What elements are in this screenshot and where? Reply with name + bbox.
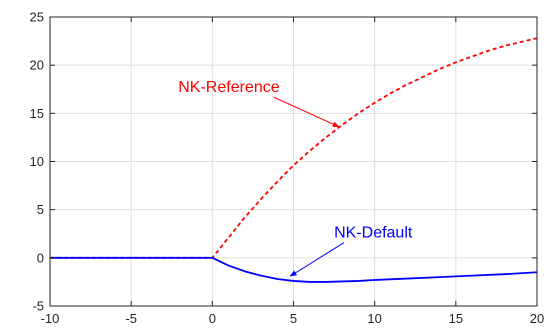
annotation-arrow (289, 242, 345, 277)
x-tick-label: 10 (367, 311, 381, 326)
x-tick-label: -10 (41, 311, 60, 326)
y-tick-label: 0 (37, 250, 44, 265)
y-tick-label: -5 (32, 299, 44, 314)
y-tick-label: 10 (30, 154, 44, 169)
annotations: NK-Reference NK-Default (178, 79, 413, 277)
y-tick-label: 5 (37, 202, 44, 217)
y-tick-label: 25 (30, 10, 44, 25)
x-tick-label: -5 (125, 311, 137, 326)
series-group (50, 37, 538, 283)
x-tick-label: 15 (449, 311, 463, 326)
y-tick-label: 15 (30, 106, 44, 121)
annotation-arrow (273, 96, 340, 128)
y-tick-label: 20 (30, 58, 44, 73)
series-line-nk-default (50, 256, 538, 283)
annotation-label: NK-Default (334, 225, 413, 242)
series-line-nk-reference (50, 37, 538, 259)
x-tick-label: 20 (530, 311, 544, 326)
x-tick-label: 0 (209, 311, 216, 326)
annotation-label: NK-Reference (178, 79, 279, 96)
x-tick-label: 5 (290, 311, 297, 326)
